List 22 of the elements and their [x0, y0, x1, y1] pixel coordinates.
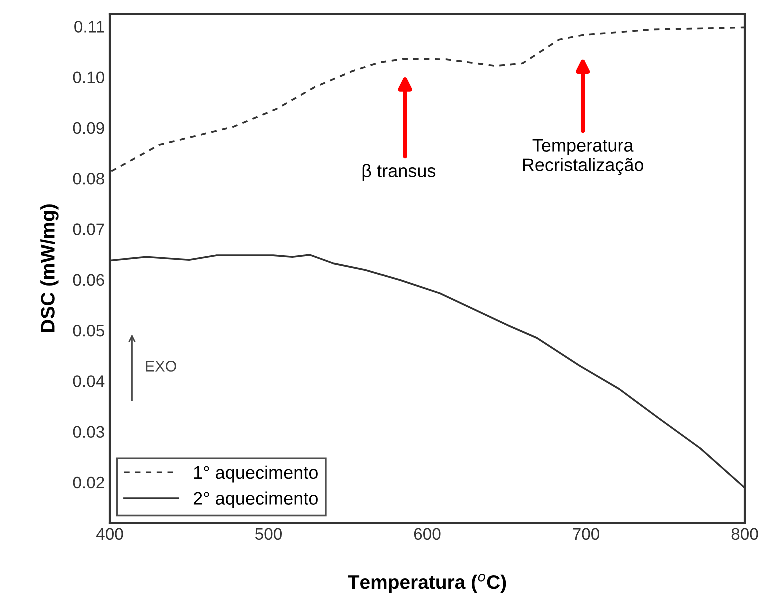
legend-label: 1° aquecimento	[194, 466, 318, 483]
x-tick-label: 800	[732, 528, 758, 540]
y-tick-label: 0.06	[73, 274, 104, 286]
y-tick-label: 0.03	[73, 426, 104, 438]
x-tick-label: 700	[573, 528, 600, 540]
y-tick-label: 0.02	[73, 476, 104, 489]
legend-label: 2° aquecimento	[194, 492, 318, 509]
y-tick-label: 0.04	[73, 376, 105, 388]
x-tick-label: 400	[96, 528, 124, 540]
y-tick-label: 0.11	[74, 21, 104, 33]
x-tick-label: 600	[414, 528, 441, 540]
y-tick-label: 0.08	[73, 173, 104, 185]
annotation: Temperatura Recristalização	[523, 139, 644, 176]
x-tick-label: 500	[256, 528, 282, 540]
y-tick-label: 0.07	[73, 224, 104, 236]
annotation: β transus	[362, 164, 436, 181]
y-tick-label: 0.09	[73, 122, 104, 134]
y-axis-title: DSC (mW/mg)	[40, 204, 59, 332]
x-axis-title: Temperatura ($^{o}$C)	[348, 574, 506, 594]
y-tick-label: 0.10	[73, 72, 104, 84]
annotation: EXO	[146, 361, 176, 372]
y-tick-label: 0.05	[73, 324, 104, 337]
